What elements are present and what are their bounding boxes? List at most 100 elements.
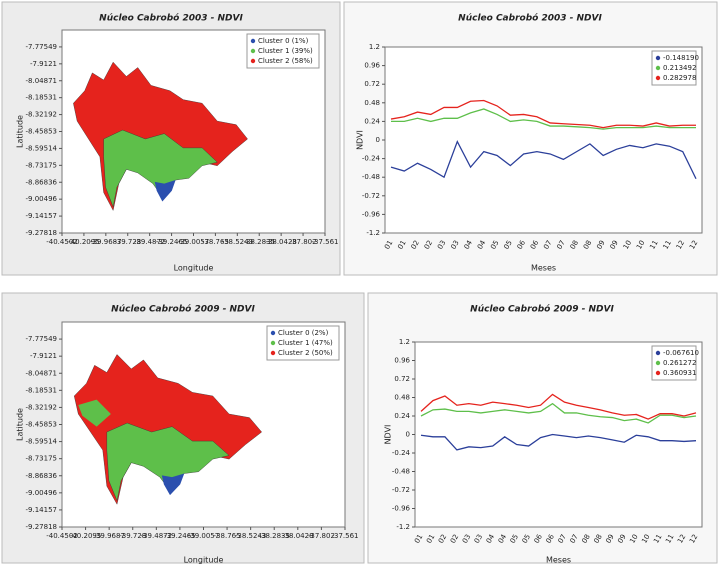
legend-marker xyxy=(270,340,276,346)
y-tick-label: -8.45853 xyxy=(26,128,57,136)
y-tick-label: -9.14157 xyxy=(26,212,57,220)
y-tick-label: -1.2 xyxy=(366,229,380,237)
legend-marker xyxy=(655,350,661,356)
x-tick-label: 05 xyxy=(502,239,513,251)
region-cluster-1 xyxy=(78,399,111,427)
y-tick-label: -8.73175 xyxy=(26,161,57,169)
x-tick-label: 03 xyxy=(449,239,460,251)
x-tick-label: -38.0428 xyxy=(282,532,313,540)
x-tick-label: -38.5243 xyxy=(222,238,253,246)
x-tick-label: 10 xyxy=(640,533,651,545)
x-tick-label: 08 xyxy=(582,239,593,251)
x-tick-label: 04 xyxy=(476,239,488,251)
y-tick-label: -0.96 xyxy=(362,210,381,218)
y-tick-label: -9.00496 xyxy=(26,195,58,203)
x-tick-label: 12 xyxy=(688,239,699,251)
x-tick-label: -37.561 xyxy=(331,532,358,540)
y-tick-label: -8.45853 xyxy=(26,421,57,429)
region-cluster-0 xyxy=(154,180,176,202)
x-tick-label: 07 xyxy=(557,533,568,545)
y-tick-label: -9.14157 xyxy=(26,506,57,514)
y-tick-label: -0.96 xyxy=(392,505,411,513)
y-tick-label: -8.18531 xyxy=(26,386,57,394)
x-tick-label: 10 xyxy=(628,533,639,545)
x-tick-label: 10 xyxy=(635,239,646,251)
x-tick-label: 11 xyxy=(648,239,659,251)
line xyxy=(390,99,696,129)
x-axis-label: Meses xyxy=(546,556,571,565)
y-tick-label: -0.24 xyxy=(392,449,411,457)
legend-label: Cluster 2 (50%) xyxy=(278,349,333,357)
legend-marker xyxy=(250,38,256,44)
region-cluster-0 xyxy=(161,473,185,496)
y-tick-label: -0.48 xyxy=(362,173,380,181)
legend-label: 0.360931 xyxy=(663,369,696,377)
x-tick-label: 12 xyxy=(676,533,687,545)
legend-label: Cluster 0 (1%) xyxy=(258,37,309,45)
x-tick-label: -39.9687 xyxy=(93,532,124,540)
y-tick-label: 0.96 xyxy=(364,62,380,70)
x-axis-label: Longitude xyxy=(174,264,214,273)
legend-label: Cluster 2 (58%) xyxy=(258,57,313,65)
x-tick-label: 06 xyxy=(516,239,528,251)
y-axis-label: NDVI xyxy=(384,425,393,445)
y-tick-label: 0.48 xyxy=(364,99,380,107)
x-tick-label: 07 xyxy=(555,239,566,251)
x-tick-label: -38.2835 xyxy=(243,238,274,246)
y-tick-label: -9.27818 xyxy=(26,523,57,531)
x-tick-label: 01 xyxy=(425,533,436,545)
chart-title: Núcleo Cabrobó 2003 - NDVI xyxy=(99,13,243,24)
x-tick-label: 10 xyxy=(622,239,633,251)
legend-label: 0.261272 xyxy=(663,359,696,367)
y-tick-label: -8.59514 xyxy=(26,144,58,152)
x-tick-label: 06 xyxy=(529,239,541,251)
chart-title: Núcleo Cabrobó 2009 - NDVI xyxy=(111,304,255,315)
x-tick-label: -38.2835 xyxy=(258,532,289,540)
y-tick-label: -0.48 xyxy=(392,468,410,476)
plot-area xyxy=(384,46,703,234)
x-tick-label: -37.802 xyxy=(308,532,335,540)
x-tick-label: 08 xyxy=(569,239,580,251)
x-tick-label: -38.5243 xyxy=(235,532,266,540)
legend-label: Cluster 1 (47%) xyxy=(278,339,333,347)
y-tick-label: -8.86836 xyxy=(26,472,58,480)
x-tick-label: 05 xyxy=(489,239,500,251)
x-tick-label: -38.0428 xyxy=(265,238,296,246)
x-tick-label: 08 xyxy=(580,533,591,545)
x-tick-label: 12 xyxy=(688,533,699,545)
y-tick-label: 0.72 xyxy=(394,375,410,383)
legend-box xyxy=(266,325,340,361)
legend-label: Cluster 1 (39%) xyxy=(258,47,313,55)
y-tick-label: -9.27818 xyxy=(26,229,57,237)
x-tick-label: 12 xyxy=(675,239,686,251)
line xyxy=(420,402,697,424)
x-tick-label: 05 xyxy=(509,533,520,545)
y-tick-label: -8.73175 xyxy=(26,455,57,463)
x-tick-label: 02 xyxy=(449,533,460,545)
y-tick-label: -0.24 xyxy=(362,155,381,163)
legend-box xyxy=(246,33,320,69)
x-tick-label: 09 xyxy=(609,239,620,251)
y-tick-label: -8.04871 xyxy=(26,369,57,377)
legend-marker xyxy=(270,330,276,336)
y-axis-label: NDVI xyxy=(356,130,365,150)
x-tick-label: 02 xyxy=(410,239,421,251)
legend-marker xyxy=(250,48,256,54)
x-tick-label: 01 xyxy=(396,239,407,251)
legend-label: 0.213492 xyxy=(663,64,696,72)
line xyxy=(420,433,697,451)
y-tick-label: -8.18531 xyxy=(26,94,57,102)
x-tick-label: 09 xyxy=(604,533,615,545)
y-tick-label: -8.04871 xyxy=(26,77,57,85)
x-tick-label: 07 xyxy=(542,239,553,251)
line xyxy=(391,108,696,130)
y-tick-label: 0 xyxy=(406,431,410,439)
legend-marker xyxy=(655,360,661,366)
x-tick-label: -39.728 xyxy=(119,532,146,540)
x-tick-label: 11 xyxy=(652,533,663,545)
x-tick-label: 11 xyxy=(664,533,675,545)
x-tick-label: -39.4872 xyxy=(134,238,165,246)
y-tick-label: -8.59514 xyxy=(26,438,58,446)
legend-marker xyxy=(655,75,661,81)
x-tick-label: -40.4502 xyxy=(46,532,77,540)
